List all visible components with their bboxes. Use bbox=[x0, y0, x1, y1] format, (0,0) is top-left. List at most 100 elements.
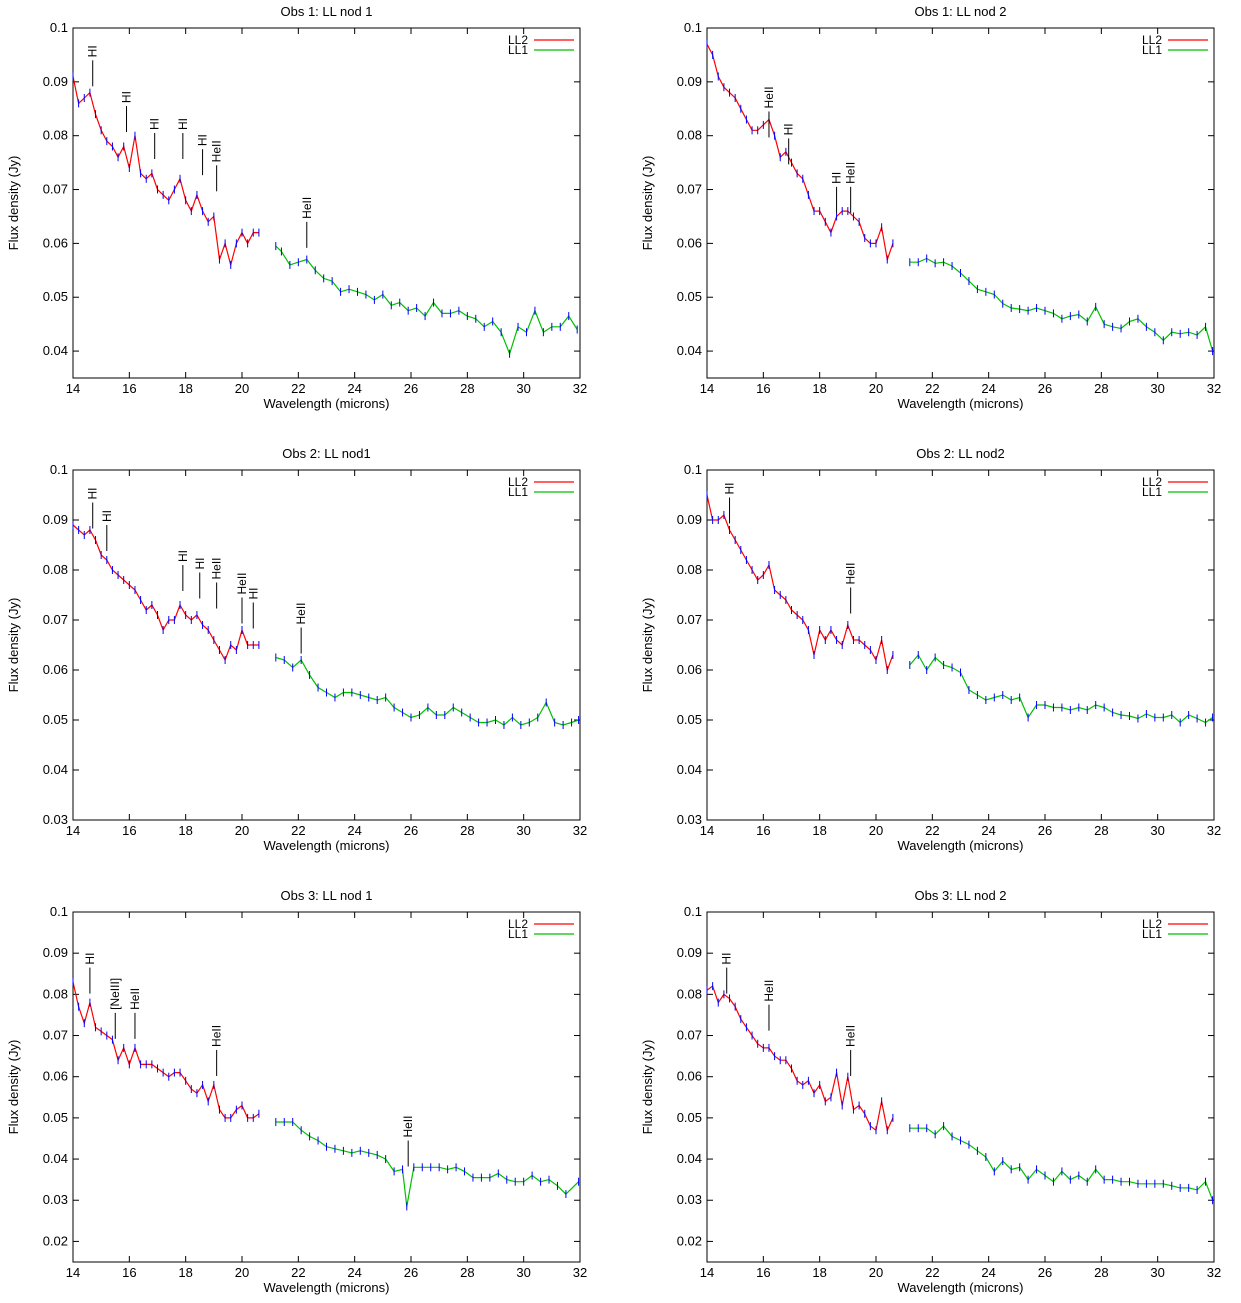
x-tick-label: 14 bbox=[700, 823, 714, 838]
series-line-ll1 bbox=[909, 257, 1214, 352]
legend-label: LL2 bbox=[1142, 33, 1162, 47]
x-tick-label: 22 bbox=[291, 1265, 305, 1280]
x-tick-label: 24 bbox=[981, 381, 995, 396]
x-tick-label: 16 bbox=[122, 1265, 136, 1280]
x-tick-label: 16 bbox=[122, 823, 136, 838]
x-tick-label: 24 bbox=[347, 823, 361, 838]
y-tick-label: 0.1 bbox=[684, 904, 702, 919]
legend-label: LL1 bbox=[508, 927, 528, 941]
x-tick-label: 18 bbox=[812, 823, 826, 838]
x-tick-label: 26 bbox=[404, 1265, 418, 1280]
x-tick-label: 14 bbox=[66, 381, 80, 396]
y-tick-label: 0.05 bbox=[43, 289, 68, 304]
series-line-ll2 bbox=[706, 494, 894, 673]
series-line-ll1 bbox=[909, 1125, 1214, 1201]
y-tick-label: 0.05 bbox=[43, 1110, 68, 1125]
line-marker-label: HeII bbox=[210, 1025, 224, 1047]
series-line-ll2 bbox=[706, 43, 894, 262]
line-marker-label: HeII bbox=[844, 162, 858, 184]
x-tick-label: 14 bbox=[700, 1265, 714, 1280]
x-tick-label: 32 bbox=[1207, 381, 1221, 396]
x-tick-label: 14 bbox=[66, 823, 80, 838]
series-line-ll1 bbox=[275, 1121, 580, 1207]
line-marker-label: HI bbox=[86, 488, 100, 500]
x-tick-label: 30 bbox=[1150, 823, 1164, 838]
x-tick-label: 18 bbox=[178, 1265, 192, 1280]
x-axis-label: Wavelength (microns) bbox=[898, 838, 1024, 853]
y-tick-label: 0.08 bbox=[677, 128, 702, 143]
line-marker-label: HI bbox=[830, 172, 844, 184]
line-marker-label: HeII bbox=[128, 988, 142, 1010]
x-axis-label: Wavelength (microns) bbox=[898, 396, 1024, 411]
y-tick-label: 0.09 bbox=[677, 945, 702, 960]
x-tick-label: 22 bbox=[291, 823, 305, 838]
x-tick-label: 32 bbox=[573, 1265, 587, 1280]
legend-label: LL2 bbox=[508, 33, 528, 47]
y-tick-label: 0.09 bbox=[677, 74, 702, 89]
chart-panel-5: Obs 3: LL nod 1 14 16 18 20 22 24 26 28 30 32 0.02 0… bbox=[6, 888, 587, 1295]
y-tick-label: 0.08 bbox=[677, 562, 702, 577]
x-tick-label: 24 bbox=[981, 823, 995, 838]
x-tick-label: 24 bbox=[981, 1265, 995, 1280]
line-marker-label: HI bbox=[720, 953, 734, 965]
line-marker-label: HI bbox=[723, 483, 737, 495]
y-tick-label: 0.02 bbox=[677, 1233, 702, 1248]
y-tick-label: 0.08 bbox=[43, 986, 68, 1001]
y-axis-label: Flux density (Jy) bbox=[640, 156, 655, 251]
x-tick-label: 22 bbox=[925, 1265, 939, 1280]
chart-panel-2: Obs 1: LL nod 2 14 16 18 20 22 24 26 28 30 32 0.04 0… bbox=[640, 4, 1221, 411]
x-tick-label: 30 bbox=[1150, 1265, 1164, 1280]
x-tick-label: 26 bbox=[1038, 1265, 1052, 1280]
x-tick-label: 28 bbox=[460, 1265, 474, 1280]
legend-label: LL2 bbox=[1142, 917, 1162, 931]
x-tick-label: 28 bbox=[460, 381, 474, 396]
series-line-ll2 bbox=[72, 981, 260, 1119]
y-tick-label: 0.03 bbox=[677, 812, 702, 827]
x-tick-label: 32 bbox=[573, 823, 587, 838]
y-tick-label: 0.06 bbox=[677, 1069, 702, 1084]
chart-title: Obs 3: LL nod 2 bbox=[914, 888, 1006, 903]
line-marker-label: HI bbox=[176, 118, 190, 130]
chart-panel-1: Obs 1: LL nod 1 14 16 18 20 22 24 26 28 30 32 0.04 0… bbox=[6, 4, 587, 411]
x-tick-label: 18 bbox=[178, 381, 192, 396]
x-tick-label: 18 bbox=[812, 1265, 826, 1280]
plot-frame bbox=[72, 911, 581, 1263]
y-tick-label: 0.09 bbox=[43, 512, 68, 527]
plot-frame bbox=[706, 27, 1215, 379]
chart-title: Obs 2: LL nod2 bbox=[916, 446, 1004, 461]
y-tick-label: 0.04 bbox=[43, 762, 68, 777]
y-tick-label: 0.05 bbox=[677, 1110, 702, 1125]
x-tick-label: 26 bbox=[404, 381, 418, 396]
line-marker-label: HI bbox=[100, 510, 114, 522]
plot-frame bbox=[72, 469, 581, 821]
x-tick-label: 30 bbox=[516, 823, 530, 838]
y-tick-label: 0.02 bbox=[43, 1233, 68, 1248]
line-marker-label: HI bbox=[83, 953, 97, 965]
y-tick-label: 0.07 bbox=[43, 612, 68, 627]
line-marker-label: HI bbox=[148, 118, 162, 130]
y-tick-label: 0.07 bbox=[677, 1028, 702, 1043]
y-tick-label: 0.06 bbox=[43, 1069, 68, 1084]
y-tick-label: 0.07 bbox=[677, 612, 702, 627]
series-line-ll1 bbox=[275, 245, 578, 356]
x-tick-label: 32 bbox=[1207, 1265, 1221, 1280]
y-tick-label: 0.06 bbox=[677, 662, 702, 677]
x-tick-label: 28 bbox=[1094, 823, 1108, 838]
line-marker-label: HI bbox=[176, 550, 190, 562]
line-marker-label: HI bbox=[246, 588, 260, 600]
x-tick-label: 22 bbox=[291, 381, 305, 396]
x-tick-label: 20 bbox=[869, 381, 883, 396]
line-marker-label: HeII bbox=[844, 1025, 858, 1047]
series-line-ll1 bbox=[909, 653, 1213, 724]
chart-title: Obs 3: LL nod 1 bbox=[280, 888, 372, 903]
chart-title: Obs 1: LL nod 1 bbox=[280, 4, 372, 19]
line-marker-label: HeII bbox=[294, 602, 308, 624]
x-tick-label: 22 bbox=[925, 823, 939, 838]
legend-label: LL1 bbox=[1142, 43, 1162, 57]
line-marker-label: HeII bbox=[210, 140, 224, 162]
x-tick-label: 24 bbox=[347, 381, 361, 396]
y-tick-label: 0.1 bbox=[50, 462, 68, 477]
plot-frame bbox=[72, 27, 581, 379]
legend-label: LL2 bbox=[508, 475, 528, 489]
